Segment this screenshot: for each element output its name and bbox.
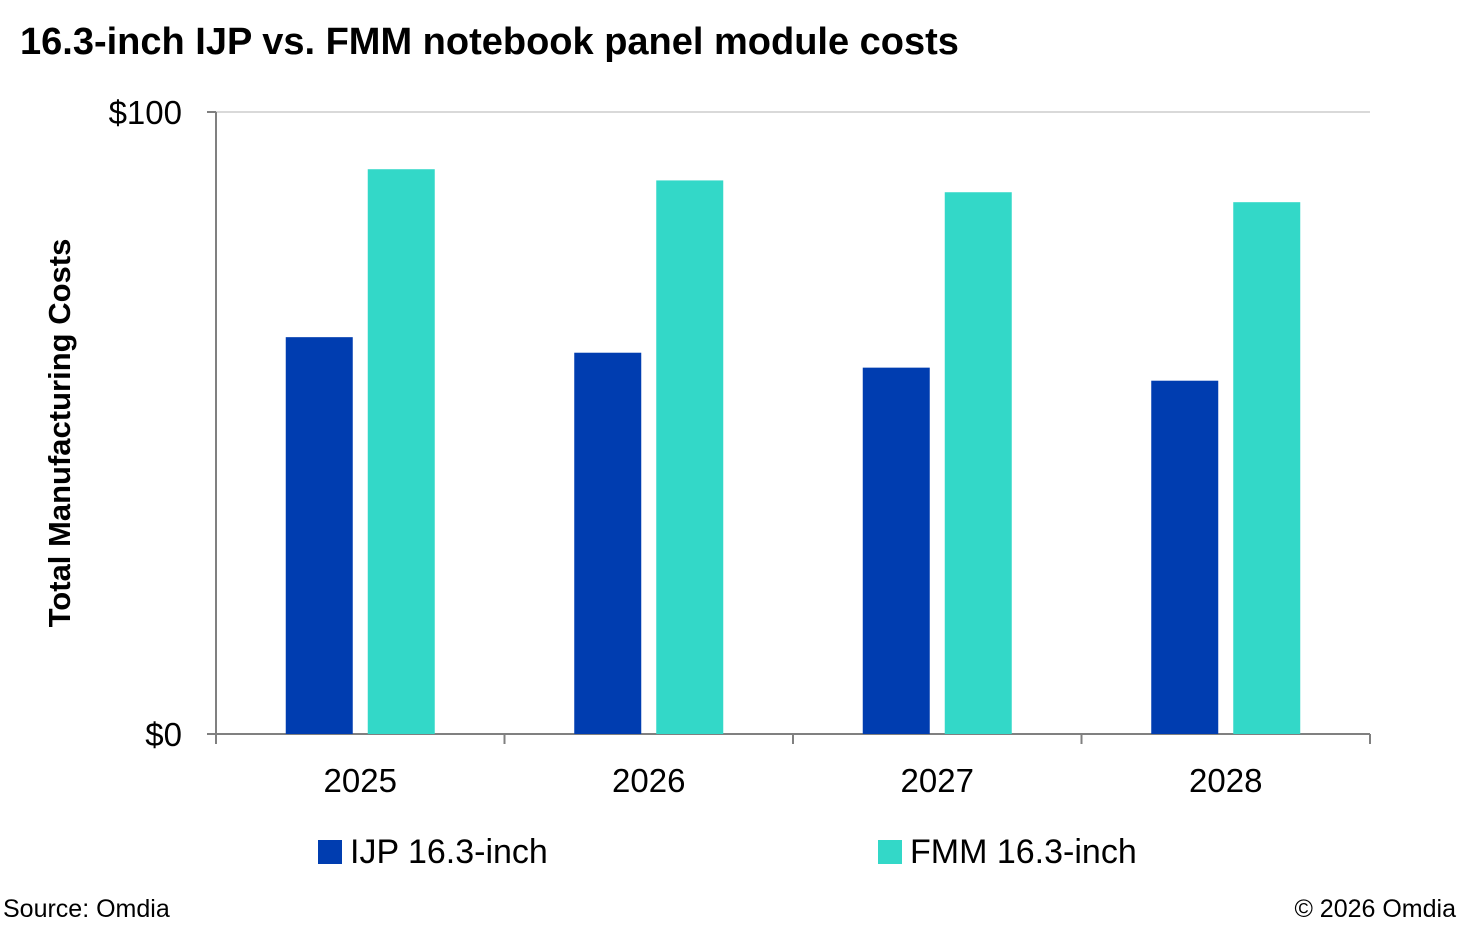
bar-ijp-2027 xyxy=(862,367,930,734)
bar-fmm-2027 xyxy=(944,192,1012,734)
source-note: Source: Omdia xyxy=(3,895,170,923)
chart-title: 16.3-inch IJP vs. FMM notebook panel mod… xyxy=(20,21,959,63)
y-tick-label: $0 xyxy=(145,716,182,753)
x-tick-label-2027: 2027 xyxy=(901,762,974,799)
bar-fmm-2025 xyxy=(367,169,435,734)
legend-label-ijp: IJP 16.3-inch xyxy=(350,833,548,871)
legend-item-fmm: FMM 16.3-inch xyxy=(878,830,1137,874)
x-tick-label-2026: 2026 xyxy=(612,762,685,799)
copyright-note: © 2026 Omdia xyxy=(1294,895,1456,923)
bar-ijp-2028 xyxy=(1151,380,1219,734)
y-axis-title: Total Manufacturing Costs xyxy=(42,239,77,628)
bar-fmm-2026 xyxy=(656,180,724,735)
legend-item-ijp: IJP 16.3-inch xyxy=(318,830,548,874)
bar-ijp-2026 xyxy=(574,352,642,734)
legend-swatch-fmm xyxy=(878,840,902,864)
legend-label-fmm: FMM 16.3-inch xyxy=(910,833,1137,871)
bar-ijp-2025 xyxy=(285,337,353,734)
bar-fmm-2028 xyxy=(1233,202,1301,734)
x-tick-label-2025: 2025 xyxy=(324,762,397,799)
y-tick-label: $100 xyxy=(109,94,182,131)
x-tick-label-2028: 2028 xyxy=(1189,762,1262,799)
legend-swatch-ijp xyxy=(318,840,342,864)
